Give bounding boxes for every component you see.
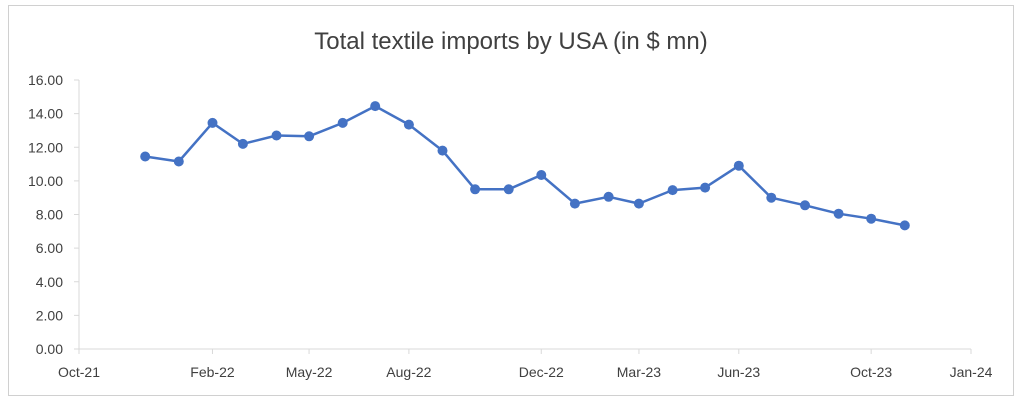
data-point (866, 213, 877, 224)
data-point (470, 184, 481, 195)
data-point (173, 156, 184, 167)
series-layer (140, 101, 910, 231)
chart-area: Total textile imports by USA (in $ mn) (8, 5, 1014, 396)
y-tick-label: 2.00 (36, 307, 63, 323)
data-point (569, 198, 580, 209)
y-tick-label: 0.00 (36, 341, 63, 357)
series-line (145, 104, 906, 227)
data-point (603, 191, 614, 202)
data-point (833, 208, 844, 219)
x-tick-label: Mar-23 (617, 364, 662, 380)
x-tick-label: Dec-22 (519, 364, 564, 380)
data-point (733, 160, 744, 171)
data-point (503, 184, 514, 195)
data-point (304, 131, 315, 142)
data-point (766, 192, 777, 203)
y-tick-labels: 0.00 2.00 4.00 6.00 8.00 10.00 12.00 14.00 16.00 (28, 72, 63, 357)
y-tick-label: 10.00 (28, 173, 63, 189)
x-tick-label: Jun-23 (717, 364, 760, 380)
y-tick-label: 4.00 (36, 274, 63, 290)
y-tick-label: 12.00 (28, 139, 63, 155)
data-point (536, 170, 547, 180)
x-tick-label: Oct-23 (850, 364, 892, 380)
x-tick-labels: Oct-21 Feb-22 May-22 Aug-22 Dec-22 Mar-23 Jun-… (58, 364, 993, 380)
data-point (800, 200, 810, 211)
axes (74, 79, 972, 354)
data-point (271, 130, 282, 141)
data-point (237, 138, 248, 149)
data-point (633, 198, 644, 209)
chart-title: Total textile imports by USA (in $ mn) (314, 28, 708, 55)
y-tick-label: 14.00 (28, 106, 63, 122)
x-tick-label: Aug-22 (386, 364, 431, 380)
data-point (337, 117, 348, 128)
data-point (207, 117, 218, 128)
data-point (899, 220, 910, 231)
x-tick-label: Feb-22 (190, 364, 235, 380)
data-point (667, 185, 678, 196)
x-tick-label: Oct-21 (58, 364, 100, 380)
y-tick-label: 6.00 (36, 240, 63, 256)
y-tick-label: 16.00 (28, 72, 63, 88)
x-tick-label: May-22 (286, 364, 333, 380)
data-point (403, 119, 414, 130)
data-point (370, 101, 381, 112)
y-tick-label: 8.00 (36, 207, 63, 223)
data-point (700, 182, 711, 193)
data-point (140, 151, 151, 162)
x-tick-label: Jan-24 (950, 364, 993, 380)
data-point (437, 145, 448, 156)
